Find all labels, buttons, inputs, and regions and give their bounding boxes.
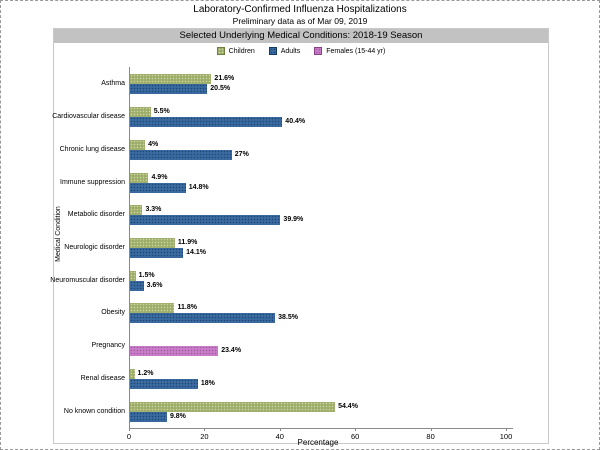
x-axis-line xyxy=(129,428,513,429)
section-header-band: Selected Underlying Medical Conditions: … xyxy=(54,29,548,43)
bar-value-label: 11.8% xyxy=(177,304,197,312)
bar-children xyxy=(130,270,136,281)
chart-title: Laboratory-Confirmed Influenza Hospitali… xyxy=(193,4,407,15)
legend-swatch-females xyxy=(314,47,323,55)
legend-label-females: Females (15-44 yr) xyxy=(326,47,386,55)
x-tick-mark xyxy=(430,428,432,431)
bar-value-label: 40.4% xyxy=(285,118,306,126)
category-label: Obesity xyxy=(101,309,125,317)
legend-item-females: Females (15-44 yr) xyxy=(314,47,385,55)
category-label: Cardiovascular disease xyxy=(52,113,125,121)
bar-value-label: 38.5% xyxy=(278,314,298,322)
bar-children xyxy=(130,238,175,248)
legend-item-children: Children xyxy=(216,47,255,55)
category-label: Immune suppression xyxy=(60,178,125,186)
category-label: No known condition xyxy=(63,407,125,415)
bar-adults xyxy=(130,280,144,291)
bar-adults xyxy=(130,215,281,226)
bar-value-label: 21.6% xyxy=(214,75,235,83)
bar-value-label: 11.9% xyxy=(177,239,198,246)
x-tick-label: 20 xyxy=(200,432,209,441)
category-label: Pregnancy xyxy=(91,342,125,350)
bar-value-label: 4% xyxy=(148,140,159,148)
y-axis-title: Medical Condition xyxy=(55,206,62,262)
bar-value-label: 23.4% xyxy=(221,347,242,355)
bar-value-label: 5.5% xyxy=(153,108,170,116)
bar-value-label: 18% xyxy=(200,379,215,387)
legend-item-adults: Adults xyxy=(268,47,301,55)
legend-label-children: Children xyxy=(228,47,255,55)
bar-value-label: 20.5% xyxy=(210,85,231,93)
bar-value-label: 3.6% xyxy=(146,281,163,289)
legend-swatch-adults xyxy=(268,47,277,55)
bar-adults xyxy=(130,411,167,422)
legend-swatch-children xyxy=(216,47,225,55)
x-tick-mark xyxy=(129,428,130,431)
chart-subtitle: Preliminary data as of Mar 09, 2019 xyxy=(232,16,368,26)
bar-value-label: 14.1% xyxy=(186,249,207,256)
x-tick-label: 40 xyxy=(275,432,284,441)
category-label: Asthma xyxy=(101,80,125,88)
bar-children xyxy=(130,107,151,118)
x-tick-mark xyxy=(506,428,507,431)
bar-value-label: 14.8% xyxy=(188,183,209,191)
category-label: Neurologic disorder xyxy=(64,244,125,251)
bar-females xyxy=(130,346,219,357)
y-axis-line xyxy=(129,67,130,429)
bar-adults xyxy=(130,117,283,128)
bar-children xyxy=(130,205,143,216)
x-tick-mark xyxy=(279,428,281,431)
bar-children xyxy=(130,74,212,85)
bar-value-label: 9.8% xyxy=(169,412,186,420)
bar-adults xyxy=(130,182,186,193)
bar-adults xyxy=(130,378,198,389)
bar-adults xyxy=(130,313,276,324)
x-tick-mark xyxy=(204,428,206,431)
x-tick-label: 60 xyxy=(351,432,360,441)
category-label: Neuromuscular disorder xyxy=(50,276,125,284)
legend-label-adults: Adults xyxy=(280,47,301,55)
bar-value-label: 1.2% xyxy=(137,369,154,377)
x-tick-label: 100 xyxy=(499,432,513,441)
bar-adults xyxy=(130,248,184,258)
bar-children xyxy=(130,401,336,412)
plot-area: Percentage Medical Condition Asthma 21.6%… xyxy=(50,29,548,447)
category-label: Chronic lung disease xyxy=(59,145,125,153)
bar-children xyxy=(130,368,135,379)
x-axis-title: Percentage xyxy=(297,438,339,447)
x-tick-label: 0 xyxy=(126,432,132,441)
legend: Children Adults Females (15-44 yr) xyxy=(54,47,548,55)
bar-value-label: 54.4% xyxy=(338,402,358,410)
bar-adults xyxy=(130,149,232,160)
bar-value-label: 1.5% xyxy=(138,271,155,279)
x-tick-label: 80 xyxy=(426,432,435,441)
category-label: Metabolic disorder xyxy=(67,211,125,219)
chart-box: Selected Underlying Medical Conditions: … xyxy=(50,28,549,447)
bar-value-label: 27% xyxy=(234,150,249,158)
bar-value-label: 4.9% xyxy=(151,173,168,181)
bar-value-label: 3.3% xyxy=(145,206,162,214)
x-tick-mark xyxy=(355,428,357,431)
bar-value-label: 39.9% xyxy=(283,216,304,224)
bar-children xyxy=(130,172,149,183)
bar-children xyxy=(130,139,146,150)
bar-children xyxy=(130,303,175,314)
bar-adults xyxy=(130,84,208,95)
category-label: Renal disease xyxy=(80,374,125,382)
